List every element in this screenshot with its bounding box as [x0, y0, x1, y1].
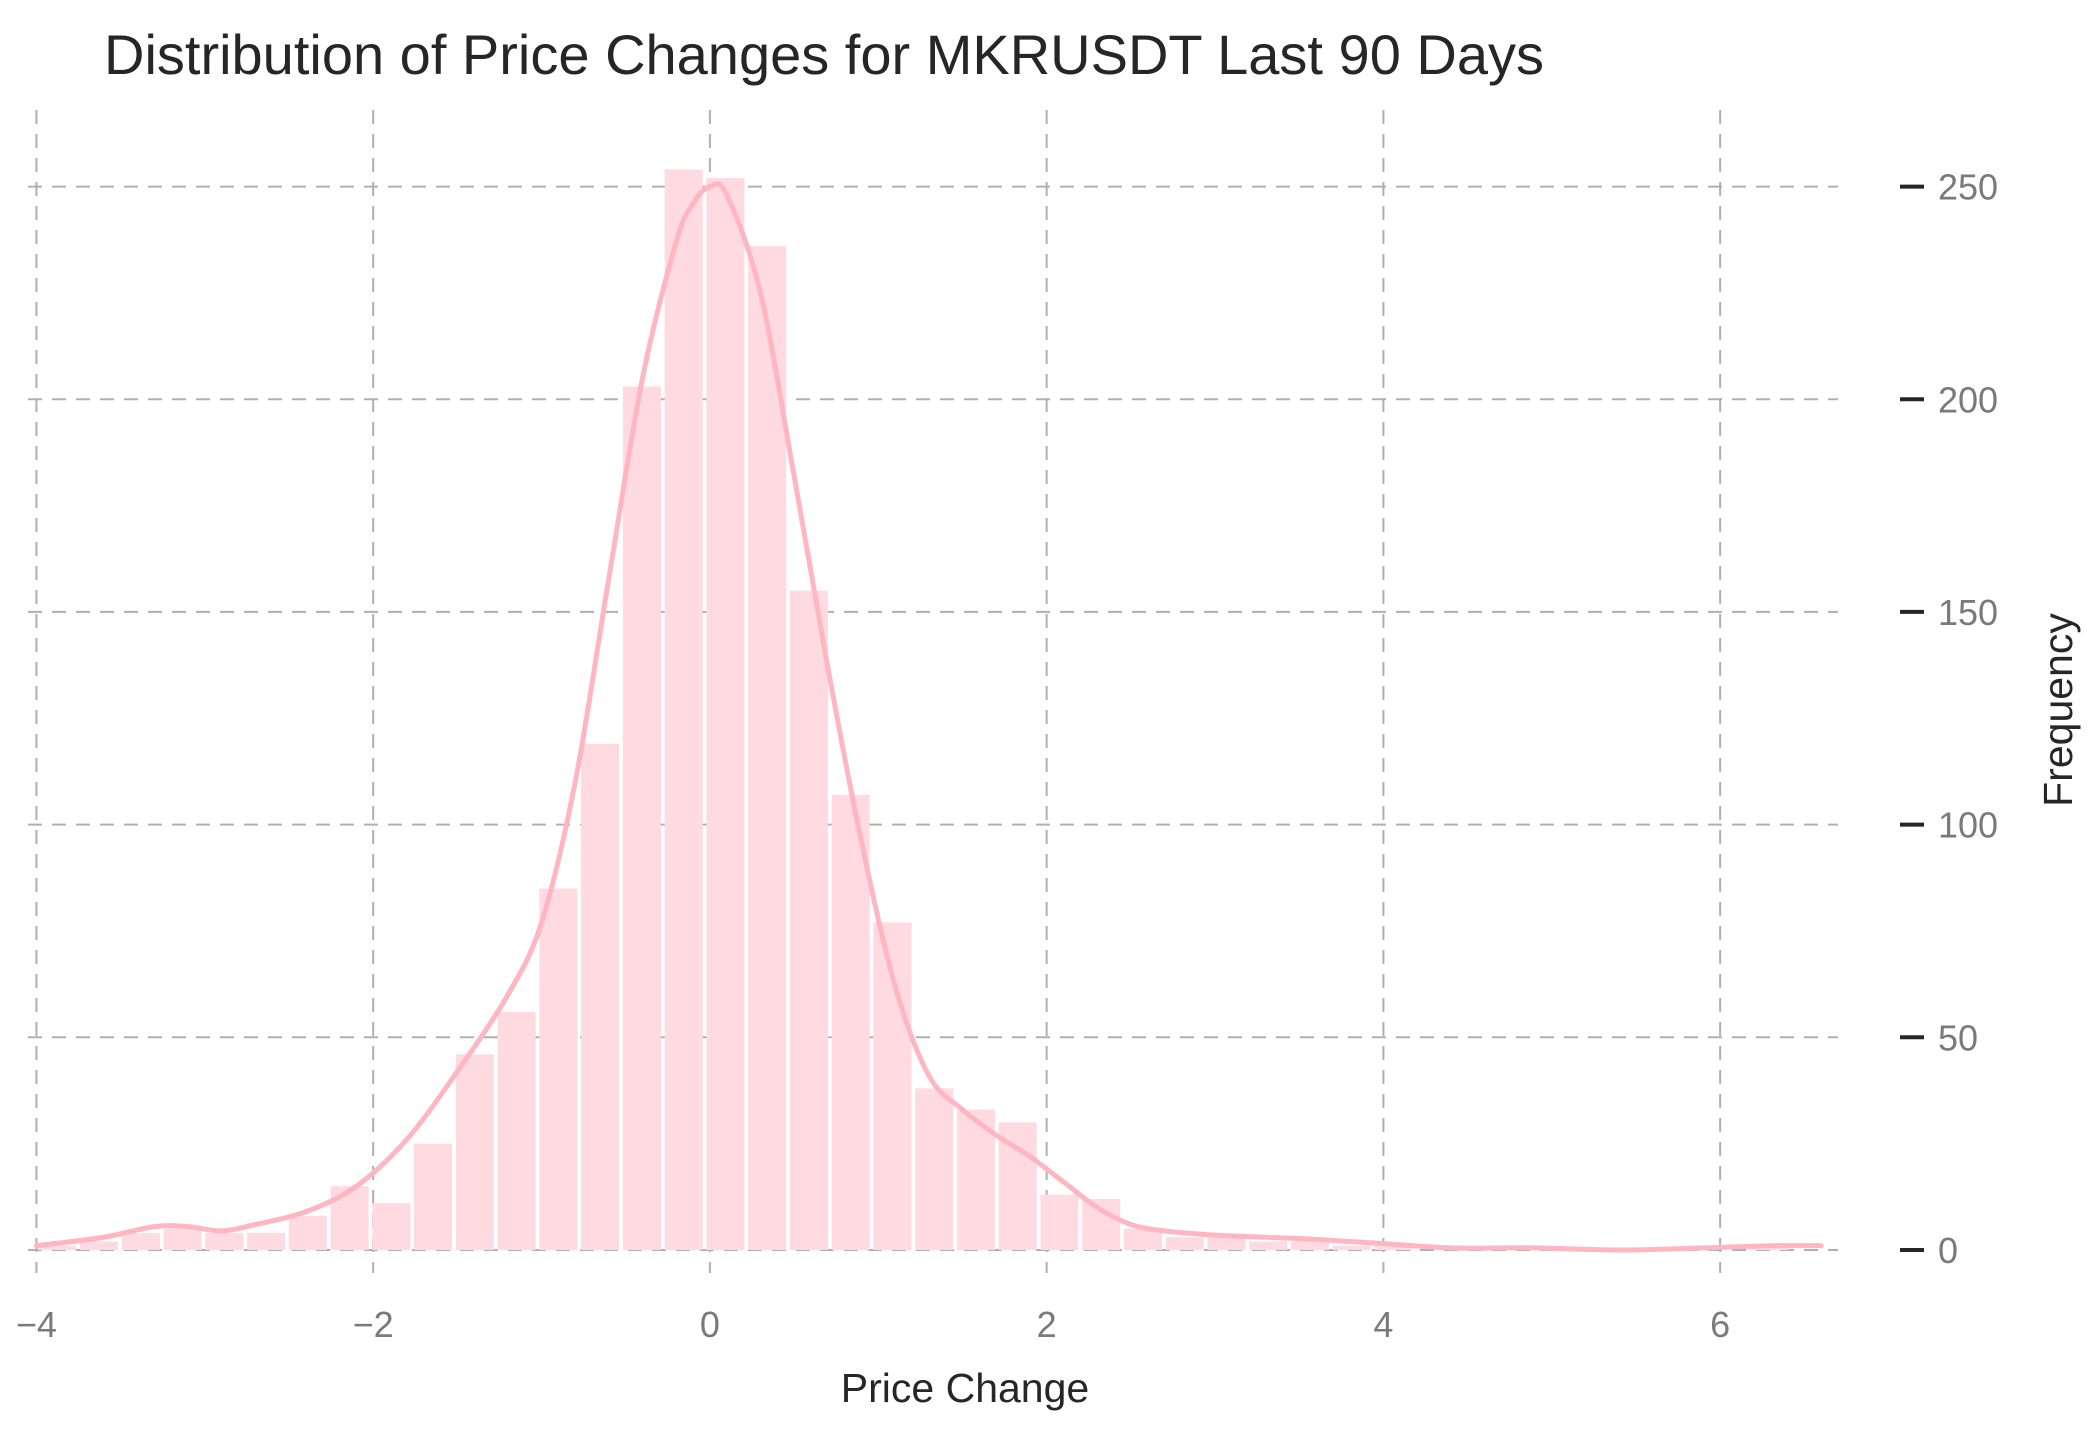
histogram-bar: [205, 1232, 244, 1250]
x-tick-label: −2: [353, 1304, 394, 1345]
x-tick-label: 2: [1037, 1304, 1057, 1345]
histogram-bar: [1123, 1228, 1162, 1250]
histogram-bar: [831, 794, 870, 1250]
histogram-bar: [247, 1232, 286, 1250]
x-axis-label: Price Change: [841, 1365, 1089, 1411]
histogram-bar: [38, 1245, 77, 1250]
histogram-bar: [664, 169, 703, 1250]
x-tick-label: −4: [16, 1304, 57, 1345]
histogram-bars: [38, 169, 1789, 1250]
histogram-bar: [414, 1143, 453, 1250]
histogram-bar: [539, 888, 578, 1250]
histogram-bar: [1207, 1237, 1246, 1250]
histogram-bar: [956, 1109, 995, 1250]
y-tick-label: 100: [1938, 805, 1998, 846]
x-tick-label: 0: [700, 1304, 720, 1345]
y-tick-label: 200: [1938, 379, 1998, 420]
histogram-bar: [1249, 1241, 1288, 1250]
kde-curve-group: [33, 181, 1824, 1253]
x-tick-label: 6: [1710, 1304, 1730, 1345]
histogram-bar: [455, 1054, 494, 1250]
histogram-bar: [581, 743, 620, 1250]
histogram-bar: [288, 1215, 327, 1250]
histogram-bar: [80, 1241, 119, 1250]
histogram-bar: [121, 1232, 160, 1250]
histogram-bar: [789, 590, 828, 1250]
x-tick-label: 4: [1373, 1304, 1393, 1345]
histogram-bar: [915, 1088, 954, 1250]
y-tick-label: 50: [1938, 1017, 1978, 1058]
y-tick-label: 250: [1938, 167, 1998, 208]
histogram-bar: [1374, 1245, 1413, 1250]
histogram-bar: [1040, 1194, 1079, 1250]
y-axis-label: Frequency: [2035, 613, 2081, 807]
histogram-bar: [622, 386, 661, 1250]
histogram-bar: [706, 178, 745, 1250]
histogram-bar: [372, 1203, 411, 1250]
histogram-bar: [1082, 1198, 1121, 1250]
histogram-bar: [1332, 1245, 1371, 1250]
y-tick-label: 0: [1938, 1230, 1958, 1271]
chart-title: Distribution of Price Changes for MKRUSD…: [104, 23, 1544, 86]
histogram-bar: [497, 1011, 536, 1250]
histogram-bar: [163, 1228, 202, 1250]
axes: 0 50 100 150 200 250 −4 −2 0 2 4 6 Price Change Frequ…: [16, 167, 2081, 1411]
histogram-bar: [1290, 1241, 1330, 1250]
kde-curve: [33, 181, 1824, 1253]
histogram-bar: [1165, 1237, 1204, 1250]
y-tick-label: 150: [1938, 592, 1998, 633]
histogram-bar: [748, 246, 787, 1250]
